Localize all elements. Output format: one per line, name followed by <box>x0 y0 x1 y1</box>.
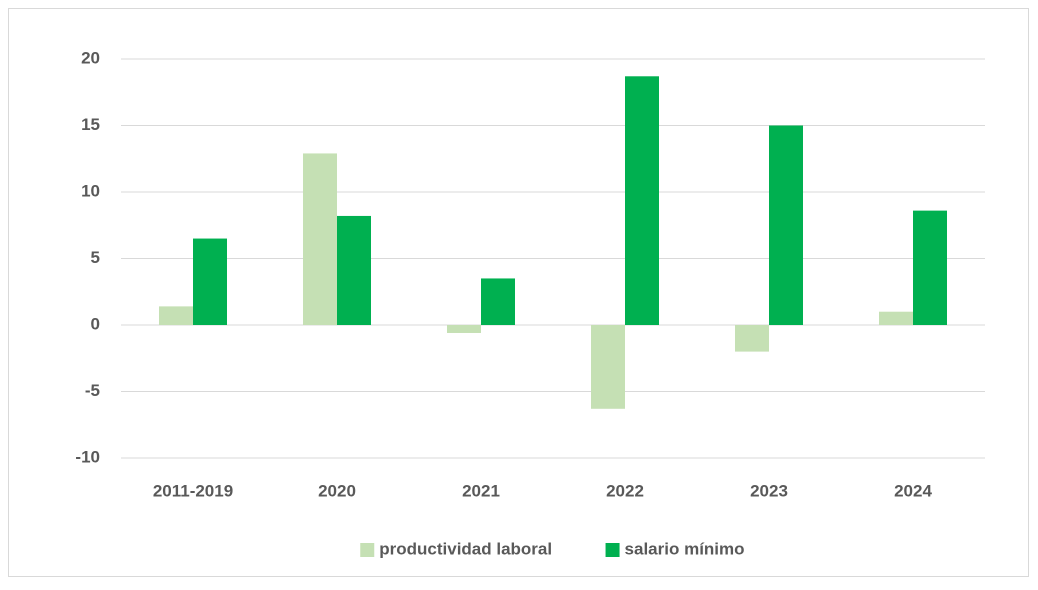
x-tick-label: 2023 <box>750 481 788 500</box>
legend-label: productividad laboral <box>379 539 552 558</box>
x-tick-label: 2024 <box>894 481 932 500</box>
legend-swatch <box>360 543 375 557</box>
bar <box>913 210 947 325</box>
x-tick-label: 2022 <box>606 481 644 500</box>
legend-swatch <box>605 543 620 557</box>
y-tick-label: 5 <box>91 248 100 267</box>
bar <box>481 278 515 325</box>
y-tick-label: -5 <box>85 381 100 400</box>
y-tick-label: 10 <box>81 181 100 200</box>
bar <box>591 325 625 409</box>
bar <box>625 76 659 325</box>
bar <box>159 306 193 325</box>
y-tick-label: -10 <box>75 447 100 466</box>
bar <box>447 325 481 333</box>
legend-label: salario mínimo <box>625 539 745 558</box>
x-tick-label: 2020 <box>318 481 356 500</box>
x-tick-label: 2011-2019 <box>153 481 233 500</box>
bar <box>735 325 769 352</box>
bar <box>193 238 227 325</box>
y-tick-label: 15 <box>81 115 100 134</box>
y-tick-label: 20 <box>81 48 100 67</box>
bar <box>337 215 371 325</box>
bar <box>303 153 337 325</box>
x-tick-label: 2021 <box>462 481 500 500</box>
y-tick-label: 0 <box>91 314 100 333</box>
chart-frame <box>8 8 1029 577</box>
bar <box>769 125 803 325</box>
bar <box>879 311 913 325</box>
